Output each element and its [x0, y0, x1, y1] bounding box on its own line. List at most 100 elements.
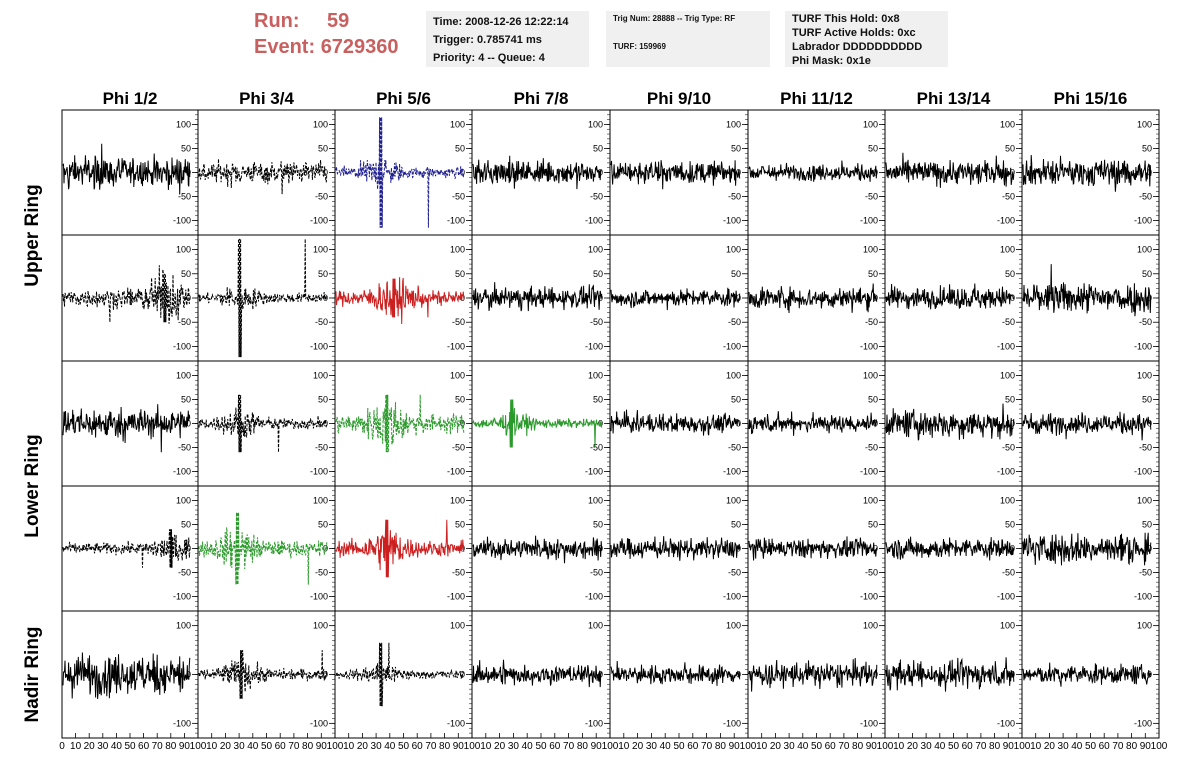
x-tick-label: 20	[770, 741, 782, 752]
y-tick-label: 50	[455, 394, 465, 404]
x-tick-label: 50	[1085, 741, 1097, 752]
y-tick-label: 100	[313, 495, 328, 505]
x-tick-label: 50	[811, 741, 823, 752]
y-tick-label: -100	[310, 467, 328, 477]
y-tick-label: -50	[590, 317, 603, 327]
y-tick-label: 0	[598, 293, 603, 303]
y-tick-label: 100	[726, 495, 741, 505]
y-tick-label: 100	[450, 119, 465, 129]
y-tick-label: -50	[1139, 568, 1152, 578]
waveform-r2-c2	[198, 238, 328, 358]
event-value: 6729360	[320, 36, 399, 58]
waveform-r3-c8	[1022, 411, 1152, 441]
run-value: 59	[327, 10, 350, 32]
waveform-r1-c8	[1022, 154, 1152, 192]
event-line: Event: 6729360	[254, 34, 399, 60]
x-tick-label: 60	[412, 741, 424, 752]
y-tick-label: -50	[452, 443, 465, 453]
waveform-r1-c6	[748, 160, 878, 182]
waveform-r4-c5	[610, 536, 741, 561]
x-tick-label: 80	[1126, 741, 1138, 752]
x-tick-label: 60	[962, 741, 974, 752]
y-tick-label: -100	[447, 341, 465, 351]
x-tick-label: 50	[124, 741, 136, 752]
y-tick-label: 50	[731, 519, 741, 529]
y-tick-label: 0	[186, 293, 191, 303]
waveform-r3-c1	[62, 404, 191, 453]
waveform-r5-c6	[748, 657, 878, 692]
waveform-r1-c5	[610, 160, 741, 190]
y-tick-label: -50	[1002, 568, 1015, 578]
y-tick-label: -50	[865, 192, 878, 202]
y-tick-label: -100	[997, 341, 1015, 351]
x-tick-label: 50	[535, 741, 547, 752]
priority-text: Priority: 4 -- Queue: 4	[433, 52, 545, 64]
x-tick-label: 70	[838, 741, 850, 752]
x-tick-label: 80	[165, 741, 177, 752]
y-tick-label: -50	[865, 443, 878, 453]
waveform-r2-c4	[472, 282, 603, 312]
x-tick-label: 90	[591, 741, 603, 752]
y-tick-label: -100	[310, 216, 328, 226]
y-tick-label: -100	[447, 718, 465, 728]
y-tick-label: 50	[318, 394, 328, 404]
y-tick-label: -100	[997, 216, 1015, 226]
waveform-r4-c7	[885, 536, 1015, 561]
x-tick-label: 100	[327, 741, 344, 752]
column-header-5: Phi 9/10	[647, 89, 711, 108]
y-tick-label: 100	[313, 119, 328, 129]
y-tick-label: 100	[450, 495, 465, 505]
waveform-r4-c8	[1022, 532, 1152, 566]
x-tick-label: 10	[893, 741, 905, 752]
waveform-r4-c2	[198, 512, 328, 585]
y-tick-label: -50	[728, 317, 741, 327]
x-tick-label: 90	[453, 741, 465, 752]
y-tick-label: 50	[1005, 143, 1015, 153]
waveform-r1-c4	[472, 155, 602, 190]
waveform-r1-c2	[198, 158, 328, 195]
y-tick-label: -100	[723, 467, 741, 477]
waveform-r1-c3	[335, 117, 465, 228]
y-tick-label: -100	[997, 718, 1015, 728]
trigger-text: Trigger: 0.785741 ms	[433, 34, 542, 46]
x-tick-label: 90	[316, 741, 328, 752]
waveform-r2-c6	[748, 283, 878, 314]
waveform-r3-c2	[198, 394, 328, 453]
y-tick-label: 100	[450, 370, 465, 380]
x-tick-label: 80	[989, 741, 1001, 752]
y-tick-label: -50	[865, 317, 878, 327]
y-tick-label: -100	[860, 467, 878, 477]
x-tick-label: 60	[275, 741, 287, 752]
run-event-label: Run: 59 Event: 6729360	[254, 8, 399, 60]
trig-num-text: Trig Num: 28888 -- Trig Type: RF	[613, 14, 736, 23]
y-tick-label: 50	[455, 143, 465, 153]
column-header-3: Phi 5/6	[376, 89, 431, 108]
y-tick-label: -50	[590, 443, 603, 453]
waveform-r5-c8	[1022, 662, 1152, 687]
x-tick-label: 30	[1058, 741, 1070, 752]
x-tick-label: 20	[1044, 741, 1056, 752]
x-tick-label: 20	[220, 741, 232, 752]
y-tick-label: -100	[447, 216, 465, 226]
waveform-r1-c7	[885, 152, 1015, 188]
y-tick-label: -50	[590, 568, 603, 578]
x-tick-label: 60	[687, 741, 699, 752]
x-tick-label: 50	[948, 741, 960, 752]
y-tick-label: 50	[731, 269, 741, 279]
y-tick-label: -100	[585, 467, 603, 477]
y-tick-label: 50	[593, 519, 603, 529]
column-header-1: Phi 1/2	[103, 89, 158, 108]
y-tick-label: 0	[323, 670, 328, 680]
x-tick-label: 20	[357, 741, 369, 752]
x-tick-label: 70	[1112, 741, 1124, 752]
x-tick-label: 40	[111, 741, 123, 752]
x-tick-label: 80	[715, 741, 727, 752]
y-tick-label: 50	[181, 143, 191, 153]
y-tick-label: -100	[1134, 341, 1152, 351]
waveform-r2-c3	[335, 277, 465, 325]
column-header-2: Phi 3/4	[239, 89, 294, 108]
x-tick-label: 100	[877, 741, 894, 752]
y-tick-label: -100	[1134, 592, 1152, 602]
y-tick-label: -50	[315, 568, 328, 578]
y-tick-label: -100	[173, 592, 191, 602]
